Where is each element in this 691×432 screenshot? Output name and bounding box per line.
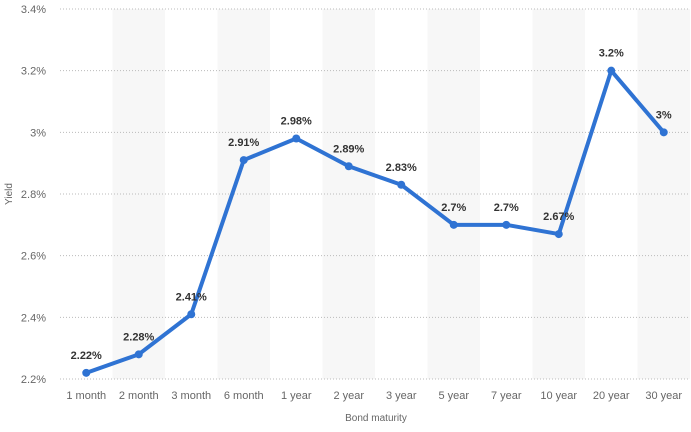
data-label: 2.28%	[123, 331, 154, 343]
data-label: 2.91%	[228, 137, 259, 149]
data-label: 3.2%	[599, 48, 624, 60]
y-tick-label: 3.4%	[21, 4, 46, 16]
data-label: 2.83%	[386, 162, 417, 174]
data-label: 2.7%	[494, 202, 519, 214]
data-label: 2.67%	[543, 211, 574, 223]
data-point[interactable]	[187, 310, 196, 319]
data-point[interactable]	[554, 230, 563, 239]
gridlines	[60, 8, 690, 380]
x-tick-label: 3 year	[386, 390, 417, 402]
data-label: 2.89%	[333, 143, 364, 155]
y-axis-title: Yield	[4, 183, 15, 205]
data-point[interactable]	[82, 368, 91, 377]
x-tick-label: 5 year	[438, 390, 469, 402]
x-tick-label: 3 month	[171, 390, 211, 402]
x-tick-label: 7 year	[491, 390, 522, 402]
x-axis-ticks: 1 month 2 month 3 month 6 month 1 year 2 year…	[66, 390, 682, 402]
x-tick-label: 2 month	[119, 390, 159, 402]
data-point[interactable]	[607, 66, 616, 75]
y-tick-label: 3.2%	[21, 66, 46, 78]
x-axis-title: Bond maturity	[345, 413, 407, 424]
data-label: 2.7%	[441, 202, 466, 214]
y-axis-ticks: 2.2% 2.4% 2.6% 2.8% 3% 3.2% 3.4%	[21, 4, 46, 386]
y-tick-label: 2.4%	[21, 312, 46, 324]
y-tick-label: 2.2%	[21, 374, 46, 386]
x-tick-label: 6 month	[224, 390, 264, 402]
x-tick-label: 10 year	[540, 390, 577, 402]
x-tick-label: 20 year	[593, 390, 630, 402]
data-labels: 2.22% 2.28% 2.41% 2.91% 2.98% 2.89% 2.83% 2.7% 2…	[71, 48, 672, 362]
data-point[interactable]	[239, 156, 248, 165]
data-point[interactable]	[344, 162, 353, 171]
data-label: 2.22%	[71, 350, 102, 362]
series-line	[84, 68, 666, 375]
x-tick-label: 1 year	[281, 390, 312, 402]
x-tick-label: 30 year	[645, 390, 682, 402]
data-point[interactable]	[134, 350, 143, 359]
data-label: 3%	[656, 109, 672, 121]
data-point[interactable]	[397, 180, 406, 189]
data-point[interactable]	[502, 220, 511, 229]
x-tick-label: 2 year	[333, 390, 364, 402]
x-tick-label: 1 month	[66, 390, 106, 402]
data-label: 2.41%	[176, 291, 207, 303]
y-tick-label: 2.6%	[21, 251, 46, 263]
y-tick-label: 2.8%	[21, 189, 46, 201]
data-point[interactable]	[449, 220, 458, 229]
data-point[interactable]	[292, 134, 301, 143]
y-tick-label: 3%	[30, 127, 46, 139]
series-layer	[82, 66, 668, 377]
data-label: 2.98%	[281, 116, 312, 128]
data-point[interactable]	[659, 128, 668, 137]
